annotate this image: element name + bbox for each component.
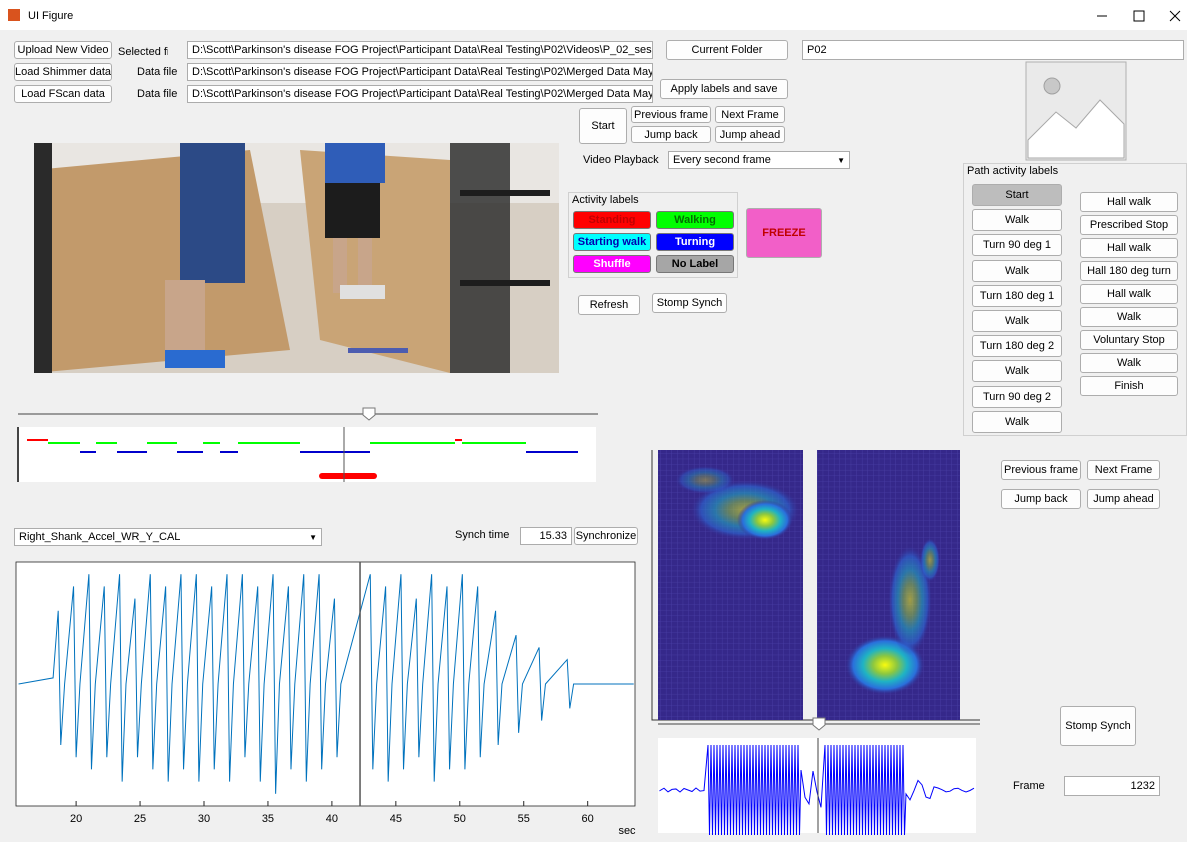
frame-field[interactable]: 1232	[1064, 776, 1160, 796]
stomp-synch-button[interactable]: Stomp Synch	[652, 293, 727, 313]
stomp-synch-button[interactable]: Stomp Synch	[1060, 706, 1136, 746]
activity-button[interactable]: Starting walk	[573, 233, 651, 251]
jump-ahead-button[interactable]: Jump ahead	[1087, 489, 1160, 509]
x-tick-label: 35	[262, 813, 274, 825]
current-folder-button[interactable]: Current Folder	[666, 40, 788, 60]
title-bar	[0, 0, 1187, 30]
folder-field[interactable]: P02	[802, 40, 1184, 60]
slider-thumb[interactable]	[363, 408, 375, 420]
load-button[interactable]: Upload New Video	[14, 41, 112, 59]
synch-label: Synch time	[455, 526, 515, 544]
path-button[interactable]: Walk	[1080, 307, 1178, 327]
load-button[interactable]: Load FScan data	[14, 85, 112, 103]
playback-dropdown[interactable]: Every second frame ▼	[668, 151, 850, 169]
path-button[interactable]: Turn 90 deg 1	[972, 234, 1062, 256]
path-button[interactable]: Turn 180 deg 2	[972, 335, 1062, 357]
file-label: Data file	[137, 63, 187, 81]
dropdown-arrow: ▼	[837, 156, 845, 165]
activity-button[interactable]: No Label	[656, 255, 734, 273]
path-button[interactable]: Walk	[972, 310, 1062, 332]
jump-back-button[interactable]: Jump back	[631, 126, 711, 143]
activity-button[interactable]: Turning	[656, 233, 734, 251]
path-button[interactable]: Finish	[1080, 376, 1178, 396]
next-frame-button[interactable]: Next Frame	[715, 106, 785, 123]
jump-back-button[interactable]: Jump back	[1001, 489, 1081, 509]
jump-ahead-button[interactable]: Jump ahead	[715, 126, 785, 143]
path-button[interactable]: Start	[972, 184, 1062, 206]
x-tick-label: 30	[198, 813, 210, 825]
path-button[interactable]: Hall walk	[1080, 192, 1178, 212]
frame-label: Frame	[1013, 777, 1053, 795]
path-button[interactable]: Hall 180 deg turn	[1080, 261, 1178, 281]
dropdown-value: Right_Shank_Accel_WR_Y_CAL	[19, 531, 180, 543]
sensor-dropdown[interactable]: Right_Shank_Accel_WR_Y_CAL ▼	[14, 528, 322, 546]
image-placeholder	[1026, 62, 1126, 160]
previous-frame-button[interactable]: Previous frame	[1001, 460, 1081, 480]
freeze-button[interactable]: FREEZE	[746, 208, 822, 258]
video-frame	[34, 143, 559, 373]
x-tick-label: 55	[518, 813, 530, 825]
panel-title: Path activity labels	[967, 164, 1117, 178]
file-path[interactable]: D:\Scott\Parkinson's disease FOG Project…	[187, 85, 653, 103]
activity-button[interactable]: Standing	[573, 211, 651, 229]
file-label: Data file	[137, 85, 187, 103]
playback-label: Video Playback	[583, 151, 667, 169]
x-tick-label: 20	[70, 813, 82, 825]
x-tick-label: 60	[582, 813, 594, 825]
activity-button[interactable]: Walking	[656, 211, 734, 229]
path-button[interactable]: Hall walk	[1080, 238, 1178, 258]
file-path[interactable]: D:\Scott\Parkinson's disease FOG Project…	[187, 41, 653, 59]
x-tick-label: 25	[134, 813, 146, 825]
app-window: UI Figure	[0, 0, 1187, 842]
file-path[interactable]: D:\Scott\Parkinson's disease FOG Project…	[187, 63, 653, 81]
synch-field[interactable]: 15.33	[520, 527, 572, 545]
x-axis-label: sec	[618, 825, 636, 837]
path-button[interactable]: Turn 90 deg 2	[972, 386, 1062, 408]
activity-button[interactable]: Shuffle	[573, 255, 651, 273]
x-tick-label: 40	[326, 813, 338, 825]
path-button[interactable]: Walk	[1080, 353, 1178, 373]
label-timeline	[18, 427, 596, 482]
path-button[interactable]: Walk	[972, 209, 1062, 231]
path-button[interactable]: Prescribed Stop	[1080, 215, 1178, 235]
previous-frame-button[interactable]: Previous frame	[631, 106, 711, 123]
path-button[interactable]: Hall walk	[1080, 284, 1178, 304]
app-icon	[8, 9, 20, 21]
path-button[interactable]: Walk	[972, 411, 1062, 433]
synchronize-button[interactable]: Synchronize	[574, 527, 638, 545]
path-button[interactable]: Turn 180 deg 1	[972, 285, 1062, 307]
file-label: Selected file	[118, 43, 168, 61]
path-button[interactable]: Voluntary Stop	[1080, 330, 1178, 350]
next-frame-button[interactable]: Next Frame	[1087, 460, 1160, 480]
load-button[interactable]: Load Shimmer data	[14, 63, 112, 81]
pressure-maps	[652, 450, 980, 835]
window-title: UI Figure	[28, 10, 73, 22]
dropdown-value: Every second frame	[673, 154, 771, 166]
path-button[interactable]: Walk	[972, 360, 1062, 382]
panel-title: Activity labels	[572, 193, 692, 207]
x-tick-label: 50	[454, 813, 466, 825]
start-button[interactable]: Start	[579, 108, 627, 144]
path-button[interactable]: Walk	[972, 260, 1062, 282]
dropdown-arrow: ▼	[309, 533, 317, 542]
refresh-button[interactable]: Refresh	[578, 295, 640, 315]
x-tick-label: 45	[390, 813, 402, 825]
apply-button[interactable]: Apply labels and save	[660, 79, 788, 99]
